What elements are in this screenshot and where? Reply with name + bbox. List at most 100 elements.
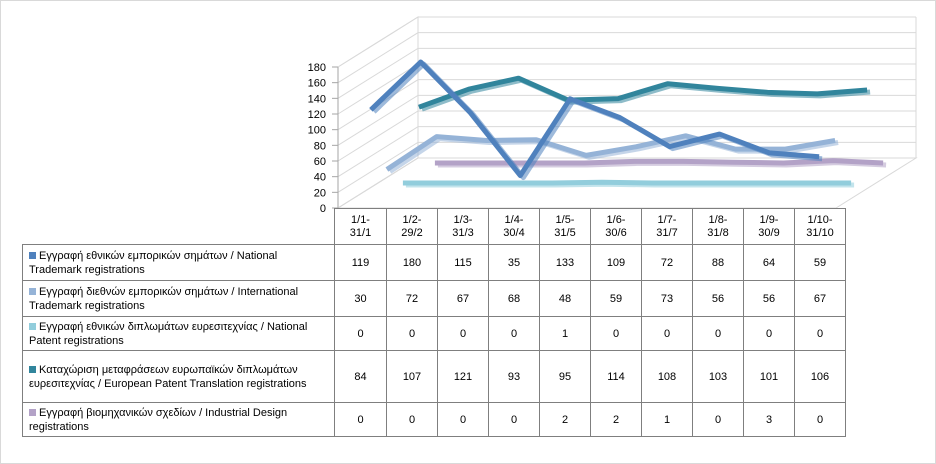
data-value: 59 — [590, 280, 642, 317]
gridline — [337, 79, 916, 131]
data-value: 114 — [590, 350, 642, 403]
data-value: 68 — [488, 280, 540, 317]
series-line — [369, 59, 820, 179]
category-label: 1/9- 30/9 — [743, 208, 795, 245]
data-value: 73 — [641, 280, 693, 317]
series-label: Εγγραφή βιομηχανικών σχεδίων / Industria… — [22, 402, 335, 437]
legend-key — [29, 287, 36, 295]
data-value: 67 — [437, 280, 489, 317]
data-value: 3 — [743, 402, 795, 437]
data-value: 0 — [794, 402, 846, 437]
data-value: 1 — [539, 316, 591, 351]
data-value: 180 — [386, 244, 438, 281]
data-value: 0 — [334, 402, 387, 437]
data-value: 0 — [590, 316, 642, 351]
data-value: 0 — [386, 402, 438, 437]
category-label: 1/6- 30/6 — [590, 208, 642, 245]
y-tick-label: 180 — [308, 62, 326, 74]
data-value: 35 — [488, 244, 540, 281]
data-value: 56 — [692, 280, 744, 317]
data-value: 0 — [641, 316, 693, 351]
category-label: 1/5- 31/5 — [539, 208, 591, 245]
y-tick-label: 80 — [314, 140, 326, 152]
y-tick-label: 20 — [314, 187, 326, 199]
data-value: 107 — [386, 350, 438, 403]
data-value: 67 — [794, 280, 846, 317]
table-row: Εγγραφή βιομηχανικών σχεδίων / Industria… — [22, 402, 846, 437]
data-value: 2 — [590, 402, 642, 437]
gridline — [337, 126, 916, 178]
category-label: 1/7- 31/7 — [641, 208, 693, 245]
data-value: 64 — [743, 244, 795, 281]
series-label: Εγγραφή διεθνών εμπορικών σημάτων / Inte… — [22, 280, 335, 317]
chart-series-lines — [369, 59, 887, 188]
series-line — [402, 179, 852, 186]
table-header-row: 1/1- 31/1 1/2- 29/2 1/3- 31/3 1/4- 30/4 1/5- 31/5… — [23, 208, 846, 245]
data-value: 59 — [794, 244, 846, 281]
data-table: 1/1- 31/1 1/2- 29/2 1/3- 31/3 1/4- 30/4 1/5- 31/5… — [22, 208, 846, 437]
data-value: 0 — [386, 316, 438, 351]
table-row: Εγγραφή εθνικών εμπορικών σημάτων / Nati… — [22, 244, 846, 281]
table-row: Εγγραφή εθνικών διπλωμάτων ευρεσιτεχνίας… — [22, 316, 846, 351]
data-value: 48 — [539, 280, 591, 317]
series-name: Εγγραφή διεθνών εμπορικών σημάτων / Inte… — [29, 285, 299, 312]
data-value: 121 — [437, 350, 489, 403]
data-value: 119 — [334, 244, 387, 281]
series-name: Εγγραφή εθνικών εμπορικών σημάτων / Nati… — [29, 249, 278, 276]
y-axis-ticks: 0 20 40 60 80 100 120 140 160 180 — [308, 62, 339, 215]
legend-key — [29, 408, 36, 416]
category-label: 1/8- 31/8 — [692, 208, 744, 245]
legend-key — [29, 322, 36, 330]
data-value: 0 — [488, 402, 540, 437]
series-name: Καταχώριση μεταφράσεων ευρωπαϊκών διπλωμ… — [29, 363, 307, 390]
category-label: 1/10- 31/10 — [794, 208, 846, 245]
category-label: 1/4- 30/4 — [488, 208, 540, 245]
data-value: 0 — [743, 316, 795, 351]
data-value: 88 — [692, 244, 744, 281]
data-value: 109 — [590, 244, 642, 281]
chart-side-wall — [337, 16, 419, 209]
series-line — [418, 75, 868, 110]
series-label: Καταχώριση μεταφράσεων ευρωπαϊκών διπλωμ… — [22, 350, 335, 403]
data-value: 1 — [641, 402, 693, 437]
data-value: 72 — [386, 280, 438, 317]
series-name: Εγγραφή εθνικών διπλωμάτων ευρεσιτεχνίας… — [29, 320, 308, 347]
data-value: 84 — [334, 350, 387, 403]
y-tick-label: 100 — [308, 125, 326, 137]
table-corner — [23, 209, 335, 245]
category-label: 1/1- 31/1 — [334, 208, 387, 245]
data-value: 0 — [334, 316, 387, 351]
data-value: 106 — [794, 350, 846, 403]
category-label: 1/3- 31/3 — [437, 208, 489, 245]
data-value: 133 — [539, 244, 591, 281]
gridline — [337, 141, 916, 193]
data-value: 115 — [437, 244, 489, 281]
data-value: 0 — [794, 316, 846, 351]
y-tick-label: 60 — [314, 156, 326, 168]
table-row: Καταχώριση μεταφράσεων ευρωπαϊκών διπλωμ… — [22, 350, 846, 403]
data-value: 0 — [437, 402, 489, 437]
table-row: Εγγραφή διεθνών εμπορικών σημάτων / Inte… — [22, 280, 846, 317]
gridline — [337, 47, 916, 99]
data-value: 108 — [641, 350, 693, 403]
data-value: 30 — [334, 280, 387, 317]
series-line — [434, 158, 884, 166]
gridline — [337, 32, 916, 84]
gridline — [337, 157, 916, 209]
data-value: 0 — [488, 316, 540, 351]
legend-key — [29, 365, 36, 373]
data-value: 0 — [437, 316, 489, 351]
data-value: 2 — [539, 402, 591, 437]
data-value: 56 — [743, 280, 795, 317]
chart-gridlines — [337, 16, 916, 209]
y-tick-label: 0 — [320, 203, 326, 215]
series-name: Εγγραφή βιομηχανικών σχεδίων / Industria… — [29, 406, 288, 433]
data-value: 93 — [488, 350, 540, 403]
series-label: Εγγραφή εθνικών διπλωμάτων ευρεσιτεχνίας… — [22, 316, 335, 351]
legend-key — [29, 251, 36, 259]
data-value: 0 — [692, 316, 744, 351]
y-tick-label: 140 — [308, 93, 326, 105]
category-label: 1/2- 29/2 — [386, 208, 438, 245]
y-tick-label: 40 — [314, 172, 326, 184]
